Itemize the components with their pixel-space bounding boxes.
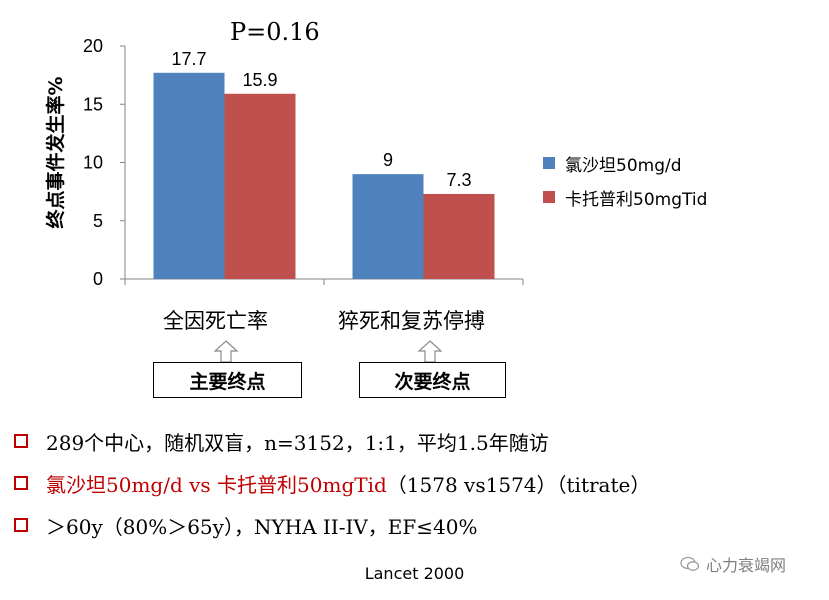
bullet-item-study-design: 289个中心，随机双盲，n=3152，1:1，平均1.5年随访 [14,420,650,462]
square-bullet-icon [14,518,28,532]
y-tick-label: 5 [93,211,103,231]
data-label: 9 [383,150,393,170]
data-label: 17.7 [171,49,206,69]
up-arrow-icon [417,340,443,363]
bar-captopril-0 [224,93,296,279]
legend-label-captopril: 卡托普利50mgTid [565,189,708,210]
citation: Lancet 2000 [364,564,465,583]
data-label-layer: 17.7 15.9 9 7.3 [171,49,471,190]
bullet-item-population: ＞60y（80%＞65y），NYHA II-IV，EF≤40% [14,504,650,546]
y-axis-title: 终点事件发生率% [44,76,67,228]
legend-swatch-captopril [543,191,555,203]
bullet-text-population: ＞60y（80%＞65y），NYHA II-IV，EF≤40% [46,514,478,539]
y-tick-label: 20 [83,36,103,56]
bar-losartan-1 [352,174,424,279]
bar-chart: 终点事件发生率% 0 5 10 15 20 17.7 15.9 9 7.3 [44,36,524,363]
y-axis-title-text: 终点事件发生率% [44,76,67,228]
bullet-text-study-design: 289个中心，随机双盲，n=3152，1:1，平均1.5年随访 [46,430,549,455]
p-value-annotation: P=0.16 [230,18,320,46]
y-tick-label: 0 [93,269,103,289]
square-bullet-icon [14,476,28,490]
y-tick-label: 15 [83,94,103,114]
primary-endpoint-box: 主要终点 [153,362,302,398]
legend-item-losartan: 氯沙坦50mg/d [543,146,707,180]
bar-layer [153,72,495,279]
chat-bubble-icon [680,556,700,571]
data-label: 15.9 [242,70,277,90]
square-bullet-icon [14,434,28,448]
watermark-text: 心力衰竭网 [706,556,787,575]
secondary-endpoint-box: 次要终点 [359,362,506,398]
category-label-all-cause-mortality: 全因死亡率 [163,309,268,333]
bullet-list: 289个中心，随机双盲，n=3152，1:1，平均1.5年随访 氯沙坦50mg/… [14,420,650,546]
data-label: 7.3 [446,170,471,190]
bullet-text-treatment: 氯沙坦50mg/d vs 卡托普利50mgTid [46,472,387,497]
legend-swatch-losartan [543,157,555,169]
arrow-layer [213,340,443,363]
legend-label-losartan: 氯沙坦50mg/d [565,155,682,176]
bar-losartan-0 [153,72,225,279]
bar-captopril-1 [423,193,495,279]
bullet-text-treatment-tail: （1578 vs1574）（titrate） [386,472,651,497]
watermark: 心力衰竭网 [680,552,786,576]
up-arrow-icon [213,340,239,363]
bullet-item-treatment: 氯沙坦50mg/d vs 卡托普利50mgTid （1578 vs1574）（t… [14,462,650,504]
chart-legend: 氯沙坦50mg/d 卡托普利50mgTid [543,146,707,214]
category-label-sudden-death: 猝死和复苏停搏 [338,309,485,333]
legend-item-captopril: 卡托普利50mgTid [543,180,707,214]
y-tick-label: 10 [83,153,103,173]
axis-layer: 0 5 10 15 20 [83,36,524,289]
